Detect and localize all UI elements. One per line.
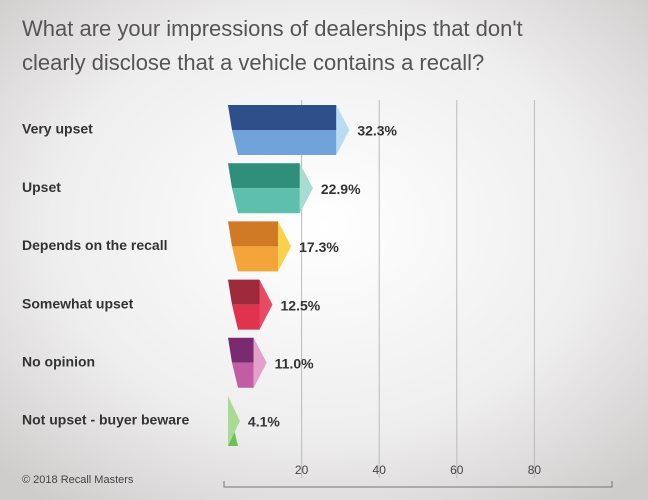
bar-bottom [232,362,254,388]
bar-cap [253,337,267,388]
category-label: Upset [22,179,61,195]
bar-top [228,163,300,189]
x-axis [223,481,613,488]
category-label: Somewhat upset [22,295,134,311]
bar-cap [228,396,240,446]
bar-top [228,105,337,130]
bar-bottom [232,304,260,330]
category-label: No opinion [22,354,95,370]
bar [228,105,350,155]
category-label: Very upset [22,121,93,137]
value-label: 17.3% [299,239,339,255]
category-label: Not upset - buyer beware [22,412,189,428]
bar [228,337,267,388]
bar-top [228,279,260,305]
x-tick-label: 40 [373,463,387,477]
bar [228,396,240,446]
category-label: Depends on the recall [22,237,167,253]
bar-cap [278,221,292,272]
bar-cap [259,279,273,330]
chart-title: clearly disclose that a vehicle contains… [22,50,484,75]
bar-bottom [232,246,279,272]
value-label: 22.9% [321,181,361,197]
bar [228,163,313,214]
x-tick-label: 80 [528,463,542,477]
x-tick-label: 20 [295,463,309,477]
bar-cap [336,105,350,155]
bar-cap [299,163,313,214]
x-tick-label: 60 [450,463,464,477]
value-label: 12.5% [281,297,321,313]
value-label: 32.3% [357,123,397,139]
bar-bottom [232,130,337,155]
chart-title: What are your impressions of dealerships… [22,16,523,41]
bar [228,279,273,330]
bar-top [228,337,254,363]
footer: © 2018 Recall Masters [22,474,134,486]
value-label: 4.1% [248,414,280,430]
value-label: 11.0% [275,356,314,372]
bar [228,221,292,272]
bar-bottom [232,188,300,214]
bar-top [228,221,279,247]
